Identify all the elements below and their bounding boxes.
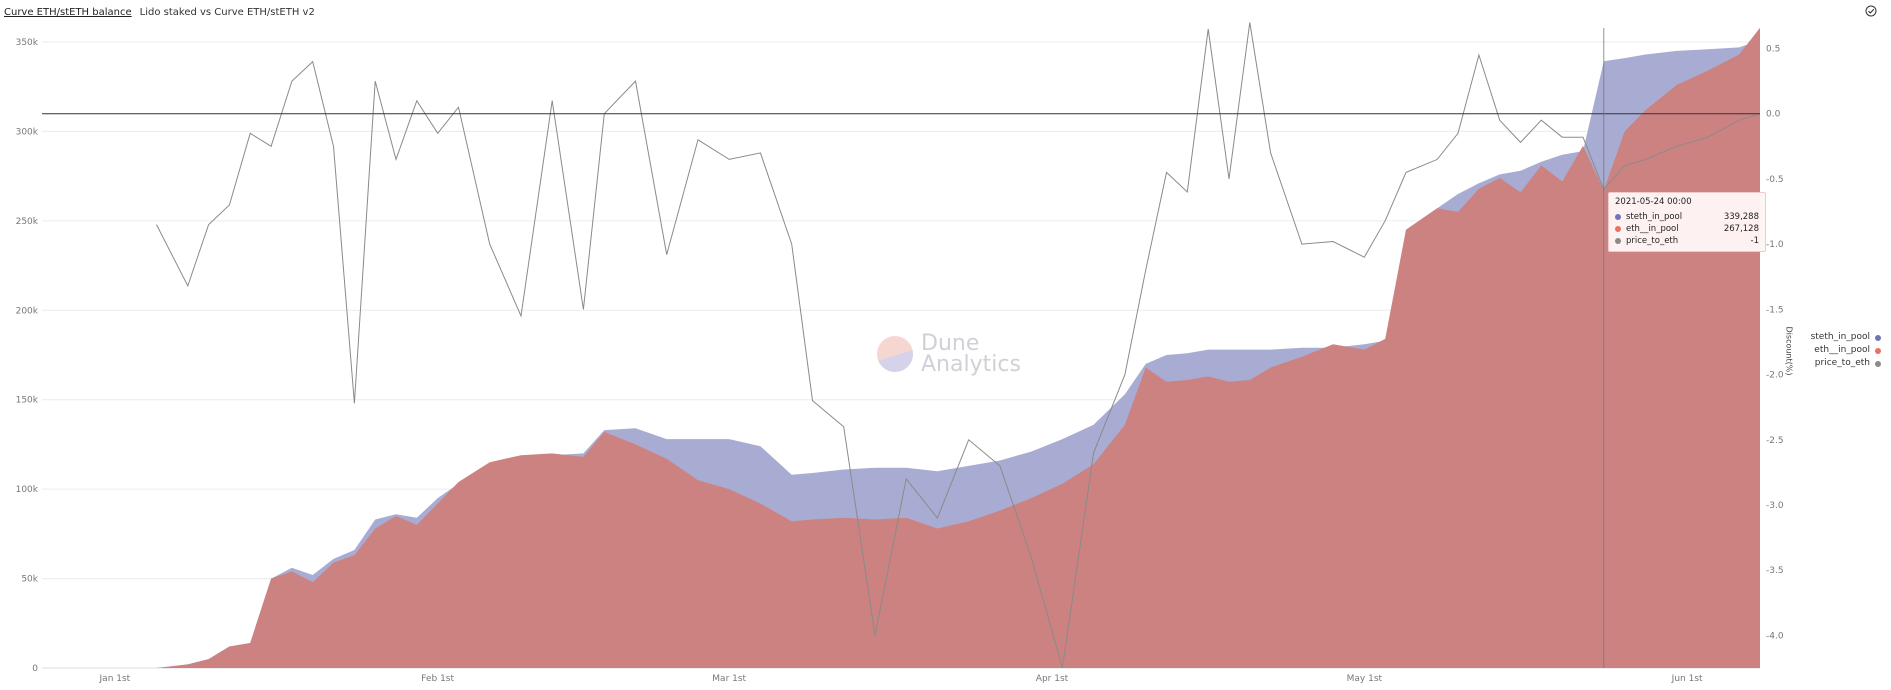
right-tick-label: -1.5 <box>1766 305 1784 315</box>
left-tick-label: 250k <box>16 217 39 227</box>
left-tick-label: 50k <box>21 575 38 585</box>
legend-dot <box>1875 360 1881 367</box>
right-tick-label: -1.0 <box>1766 240 1784 250</box>
tooltip-dot <box>1615 238 1621 244</box>
x-tick-label: Jun 1st <box>1671 674 1703 684</box>
tooltip-series-value: 267,128 <box>1723 224 1759 234</box>
tooltip-dot <box>1615 226 1621 232</box>
tooltip-row: price_to_eth -1 <box>1615 235 1759 247</box>
chart-title-link[interactable]: Curve ETH/stETH balance <box>4 6 132 18</box>
left-tick-label: 200k <box>16 306 39 316</box>
hover-tooltip: 2021-05-24 00:00 steth_in_pool 339,288 e… <box>1608 192 1766 252</box>
check-circle-icon[interactable] <box>1865 5 1877 17</box>
x-tick-label: Mar 1st <box>712 674 746 684</box>
left-tick-label: 150k <box>16 396 39 406</box>
tooltip-dot <box>1615 214 1621 220</box>
watermark-line2: Analytics <box>921 352 1021 377</box>
legend-label: steth_in_pool <box>1810 332 1870 342</box>
right-tick-label: 0.0 <box>1766 110 1781 120</box>
legend-item-price[interactable]: price_to_eth <box>1811 357 1881 370</box>
price-line <box>156 22 1761 669</box>
tooltip-date: 2021-05-24 00:00 <box>1615 197 1692 207</box>
right-tick-label: -0.5 <box>1766 175 1784 185</box>
legend-dot <box>1875 334 1881 341</box>
right-tick-label: 0.5 <box>1766 45 1780 55</box>
x-tick-label: May 1st <box>1347 674 1383 684</box>
tooltip-row: eth__in_pool 267,128 <box>1615 223 1759 235</box>
right-tick-label: -2.0 <box>1766 371 1784 381</box>
tooltip-series-value: -1 <box>1750 236 1759 246</box>
left-axis-ticks: 0 50k 100k 150k 200k 250k 300k 350k <box>16 38 39 674</box>
right-axis-title: Discount(%) <box>1782 326 1796 376</box>
dune-watermark: Dune Analytics <box>877 331 1021 377</box>
x-tick-label: Jan 1st <box>99 674 131 684</box>
right-axis-ticks: 0.5 0.0 -0.5 -1.0 -1.5 -2.0 -2.5 -3.0 -3.5 -4.0 <box>1766 45 1784 642</box>
x-tick-label: Feb 1st <box>421 674 454 684</box>
left-tick-label: 300k <box>16 127 39 137</box>
tooltip-series-name: steth_in_pool <box>1626 212 1683 222</box>
legend-label: price_to_eth <box>1814 358 1870 368</box>
tooltip-series-name: eth__in_pool <box>1626 224 1679 234</box>
x-axis-ticks: Jan 1st Feb 1st Mar 1st Apr 1st May 1st Jun 1… <box>99 674 1703 684</box>
right-tick-label: -3.5 <box>1766 566 1784 576</box>
legend-item-eth[interactable]: eth__in_pool <box>1811 344 1881 357</box>
eth-area <box>156 27 1760 668</box>
area-series <box>156 27 1760 668</box>
tooltip-row: steth_in_pool 339,288 <box>1615 211 1759 223</box>
chart-header: Curve ETH/stETH balance Lido staked vs C… <box>4 4 315 20</box>
tooltip-series-name: price_to_eth <box>1626 236 1679 246</box>
right-tick-label: -3.0 <box>1766 501 1784 511</box>
legend: steth_in_pool eth__in_pool price_to_eth <box>1811 331 1881 370</box>
right-axis-title-text: Discount(%) <box>1784 326 1794 376</box>
legend-dot <box>1875 347 1881 354</box>
x-tick-label: Apr 1st <box>1036 674 1069 684</box>
legend-label: eth__in_pool <box>1814 345 1870 355</box>
left-tick-label: 350k <box>16 38 39 48</box>
watermark-line1: Dune <box>921 331 980 356</box>
left-tick-label: 0 <box>32 664 38 674</box>
right-tick-label: -2.5 <box>1766 436 1784 446</box>
legend-item-steth[interactable]: steth_in_pool <box>1811 331 1881 344</box>
dune-logo-icon <box>877 336 913 372</box>
line-series <box>42 22 1761 669</box>
tooltip-series-value: 339,288 <box>1723 212 1759 222</box>
chart-subtitle: Lido staked vs Curve ETH/stETH v2 <box>139 6 315 18</box>
right-tick-label: -4.0 <box>1766 631 1784 641</box>
left-tick-label: 100k <box>16 485 39 495</box>
